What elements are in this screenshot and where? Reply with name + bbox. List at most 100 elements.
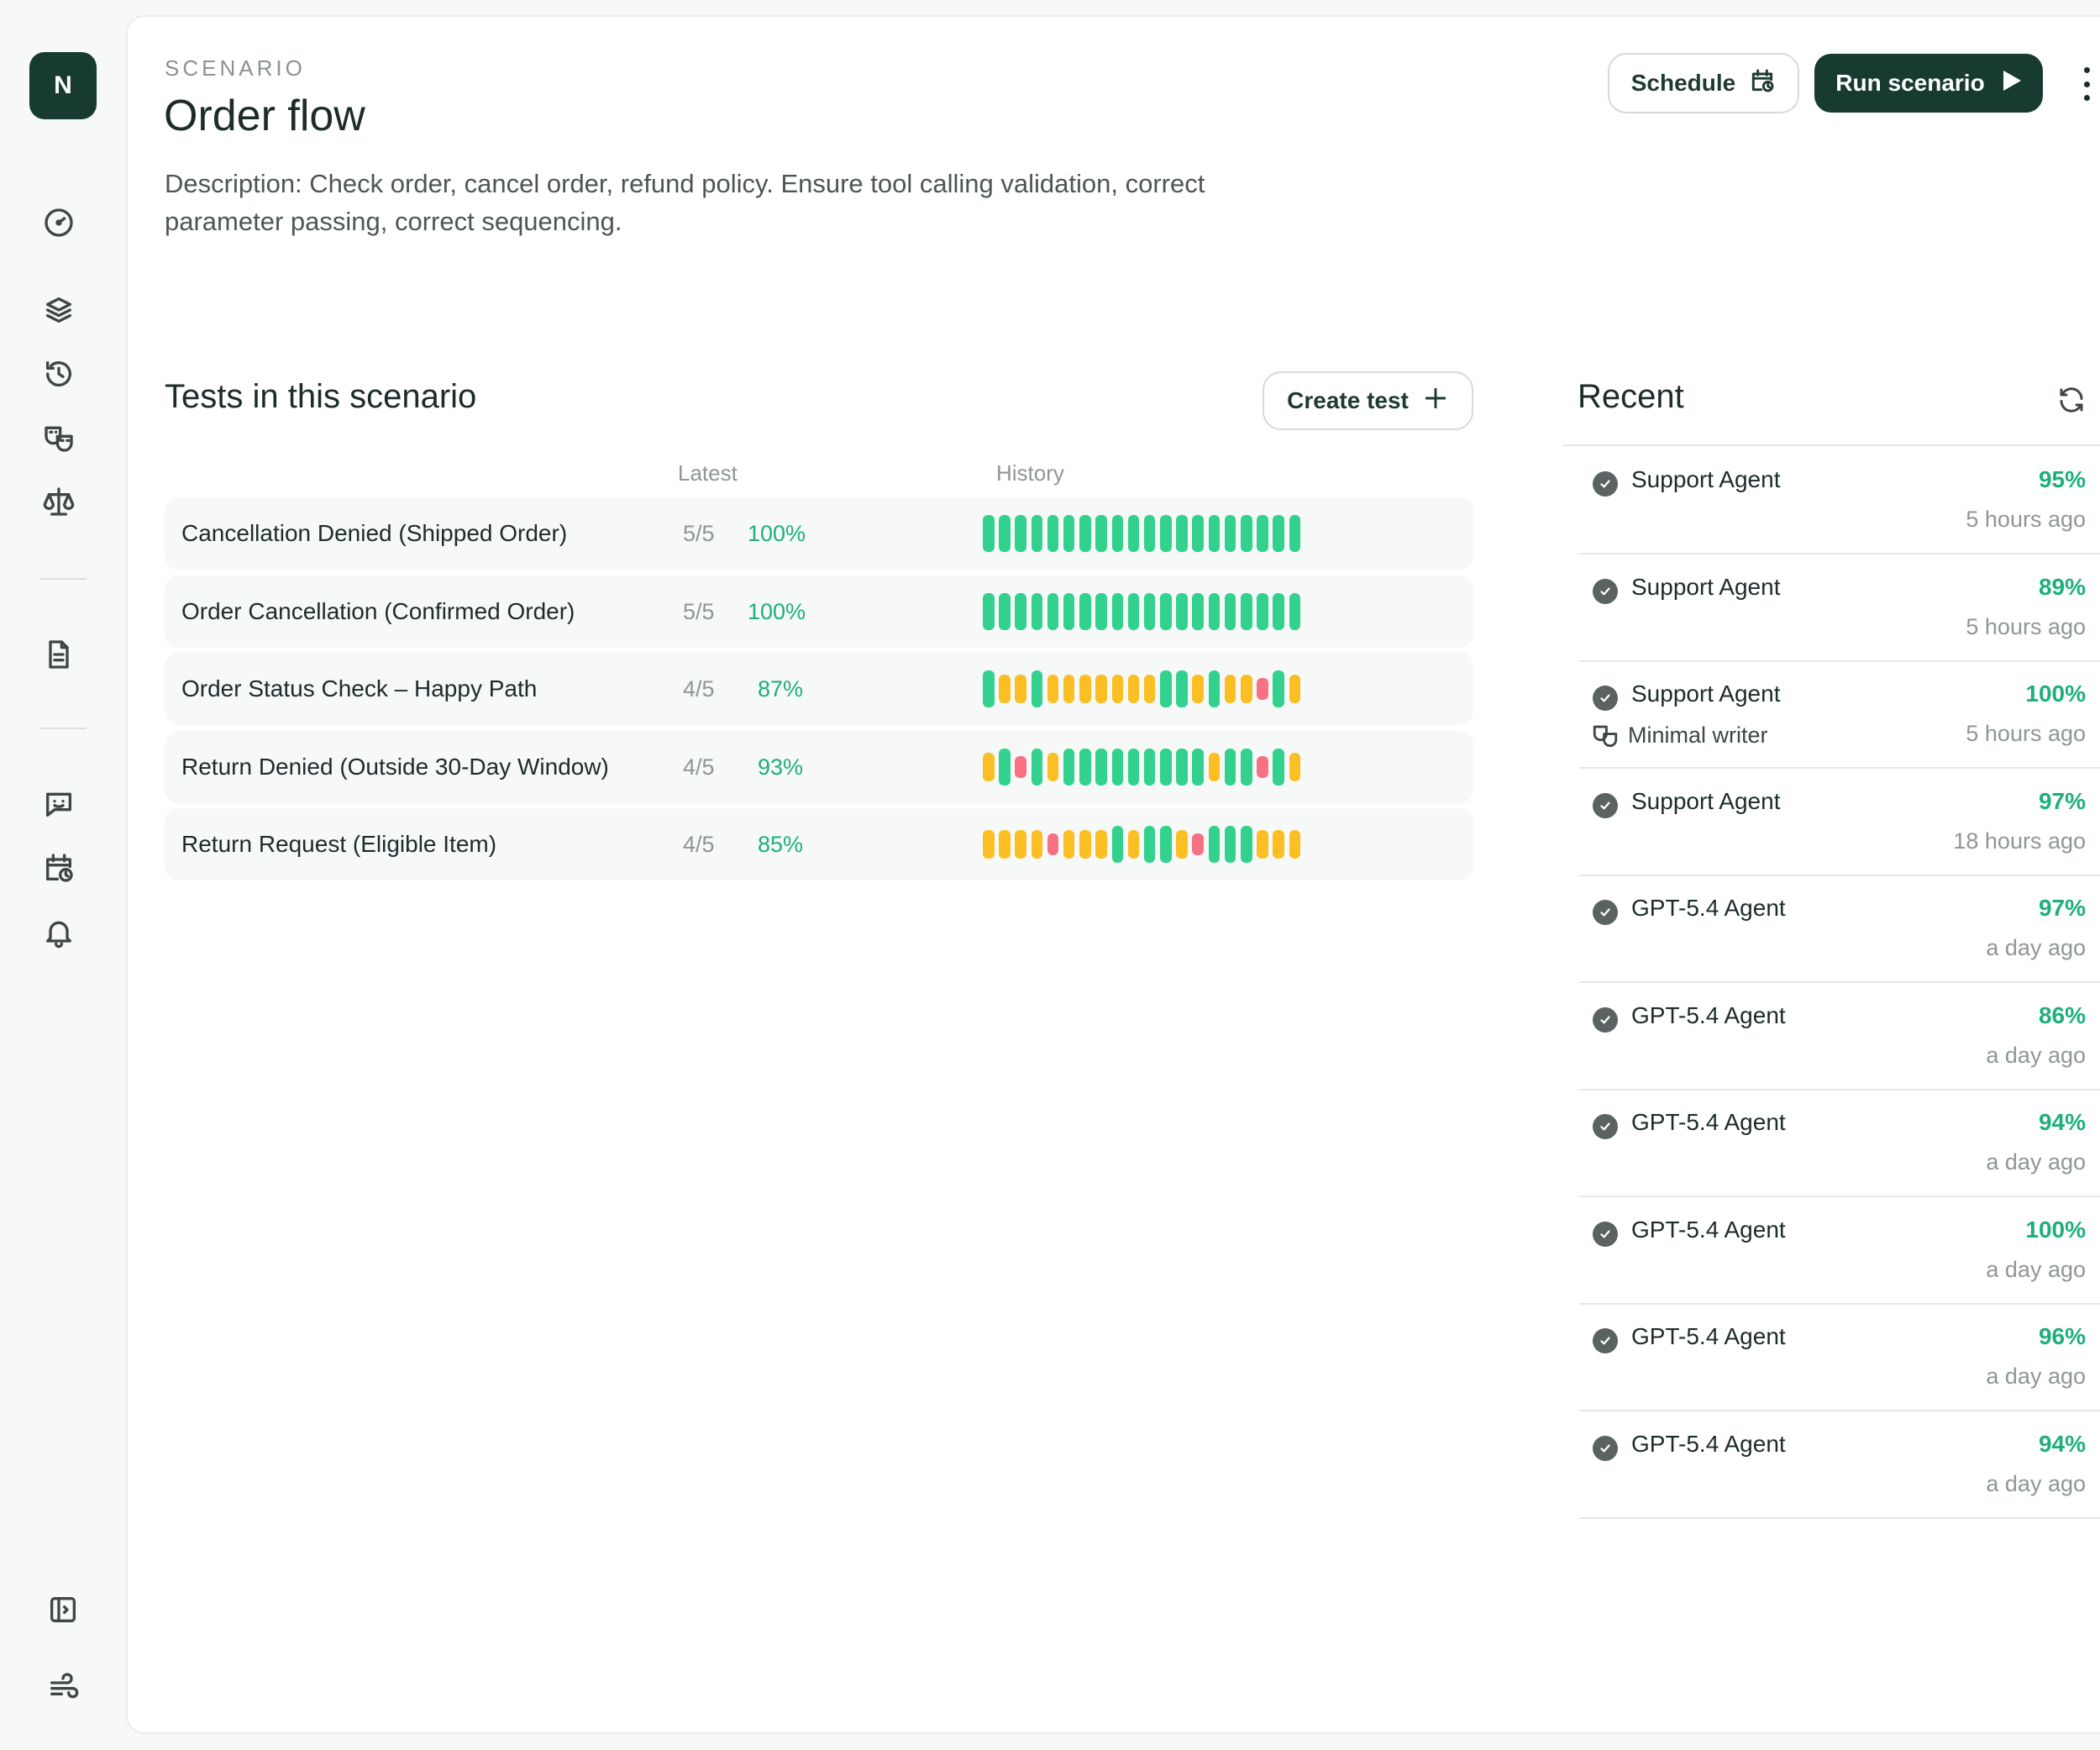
- wind-icon[interactable]: [44, 1668, 82, 1706]
- history-bar[interactable]: [1143, 592, 1156, 630]
- history-bar[interactable]: [1143, 515, 1156, 552]
- recent-run-item[interactable]: GPT-5.4 Agent 86% a day ago: [1579, 984, 2100, 1090]
- history-bar[interactable]: [1111, 515, 1123, 552]
- history-bar[interactable]: [1176, 592, 1188, 630]
- history-bar[interactable]: [1143, 748, 1156, 786]
- history-bar[interactable]: [1015, 592, 1026, 630]
- history-bar[interactable]: [1047, 752, 1059, 781]
- recent-run-item[interactable]: GPT-5.4 Agent 97% a day ago: [1579, 876, 2100, 983]
- recent-run-item[interactable]: GPT-5.4 Agent 96% a day ago: [1579, 1305, 2100, 1411]
- history-bar[interactable]: [1289, 675, 1301, 703]
- history-bar[interactable]: [1031, 592, 1043, 630]
- history-bar[interactable]: [1143, 826, 1156, 863]
- scales-icon[interactable]: [39, 482, 78, 521]
- document-icon[interactable]: [39, 635, 78, 674]
- recent-run-item[interactable]: GPT-5.4 Agent 94% a day ago: [1579, 1090, 2100, 1197]
- layers-icon[interactable]: [39, 291, 78, 329]
- history-bar[interactable]: [1063, 592, 1075, 630]
- history-bar[interactable]: [1031, 830, 1043, 859]
- history-icon[interactable]: [39, 355, 78, 393]
- history-bar[interactable]: [983, 592, 995, 630]
- history-bar[interactable]: [1127, 830, 1140, 859]
- test-row[interactable]: Order Status Check – Happy Path 4/5 87%: [165, 653, 1473, 725]
- history-bar[interactable]: [1111, 592, 1123, 630]
- history-bar[interactable]: [1063, 675, 1075, 703]
- history-bar[interactable]: [1047, 675, 1059, 703]
- history-bar[interactable]: [983, 515, 995, 552]
- history-bar[interactable]: [1079, 515, 1091, 552]
- history-bar[interactable]: [1208, 670, 1221, 707]
- history-bar[interactable]: [1079, 675, 1091, 703]
- history-bar[interactable]: [999, 830, 1011, 859]
- history-bar[interactable]: [1111, 826, 1123, 863]
- recent-run-item[interactable]: Support Agent 89% 5 hours ago: [1579, 555, 2100, 662]
- history-bar[interactable]: [1208, 826, 1221, 863]
- history-bar[interactable]: [1047, 833, 1059, 855]
- history-bar[interactable]: [1015, 515, 1026, 552]
- calendar-clock-icon[interactable]: [39, 849, 78, 887]
- history-bar[interactable]: [983, 670, 995, 707]
- history-bar[interactable]: [1273, 748, 1284, 786]
- collapse-sidebar-icon[interactable]: [44, 1590, 82, 1629]
- history-bar[interactable]: [1079, 592, 1091, 630]
- history-bar[interactable]: [1079, 830, 1091, 859]
- history-bar[interactable]: [1127, 748, 1140, 786]
- history-bar[interactable]: [1257, 830, 1268, 859]
- history-bar[interactable]: [1031, 748, 1043, 786]
- history-bar[interactable]: [1063, 748, 1075, 786]
- history-bar[interactable]: [1015, 830, 1026, 859]
- history-bar[interactable]: [1095, 515, 1107, 552]
- recent-run-item[interactable]: GPT-5.4 Agent 94% a day ago: [1579, 1412, 2100, 1519]
- history-bar[interactable]: [1257, 678, 1268, 700]
- history-bar[interactable]: [1224, 826, 1236, 863]
- history-bar[interactable]: [1015, 755, 1026, 778]
- history-bar[interactable]: [1273, 670, 1284, 707]
- history-bar[interactable]: [1095, 748, 1107, 786]
- history-bar[interactable]: [1160, 748, 1172, 786]
- history-bar[interactable]: [1127, 592, 1140, 630]
- history-bar[interactable]: [999, 748, 1011, 786]
- history-bar[interactable]: [1063, 515, 1075, 552]
- dashboard-icon[interactable]: [39, 203, 78, 242]
- history-bar[interactable]: [1224, 748, 1236, 786]
- history-bar[interactable]: [1208, 592, 1221, 630]
- history-bar[interactable]: [983, 830, 995, 859]
- history-bar[interactable]: [1289, 752, 1301, 781]
- history-bar[interactable]: [1289, 515, 1301, 552]
- personas-icon[interactable]: [39, 418, 78, 457]
- history-bar[interactable]: [1160, 592, 1172, 630]
- history-bar[interactable]: [1095, 675, 1107, 703]
- history-bar[interactable]: [1192, 748, 1204, 786]
- history-bar[interactable]: [1241, 675, 1252, 703]
- history-bar[interactable]: [1241, 515, 1252, 552]
- history-bar[interactable]: [1176, 748, 1188, 786]
- history-bar[interactable]: [1289, 592, 1301, 630]
- history-bar[interactable]: [1127, 515, 1140, 552]
- history-bar[interactable]: [1031, 670, 1043, 707]
- test-row[interactable]: Cancellation Denied (Shipped Order) 5/5 10…: [165, 497, 1473, 570]
- history-bar[interactable]: [1111, 675, 1123, 703]
- history-bar[interactable]: [1224, 515, 1236, 552]
- history-bar[interactable]: [1224, 675, 1236, 703]
- chat-icon[interactable]: [39, 785, 78, 823]
- history-bar[interactable]: [1111, 748, 1123, 786]
- history-bar[interactable]: [999, 675, 1011, 703]
- history-bar[interactable]: [1257, 515, 1268, 552]
- history-bar[interactable]: [1095, 592, 1107, 630]
- history-bar[interactable]: [1241, 748, 1252, 786]
- history-bar[interactable]: [1176, 670, 1188, 707]
- history-bar[interactable]: [1192, 675, 1204, 703]
- history-bar[interactable]: [1208, 752, 1221, 781]
- history-bar[interactable]: [1031, 515, 1043, 552]
- history-bar[interactable]: [1241, 592, 1252, 630]
- history-bar[interactable]: [1143, 675, 1156, 703]
- history-bar[interactable]: [1176, 515, 1188, 552]
- history-bar[interactable]: [1241, 826, 1252, 863]
- create-test-button[interactable]: Create test: [1263, 371, 1473, 430]
- history-bar[interactable]: [1273, 592, 1284, 630]
- history-bar[interactable]: [1047, 515, 1059, 552]
- workspace-logo[interactable]: N: [29, 52, 97, 119]
- history-bar[interactable]: [1257, 755, 1268, 778]
- history-bar[interactable]: [1160, 670, 1172, 707]
- history-bar[interactable]: [1192, 592, 1204, 630]
